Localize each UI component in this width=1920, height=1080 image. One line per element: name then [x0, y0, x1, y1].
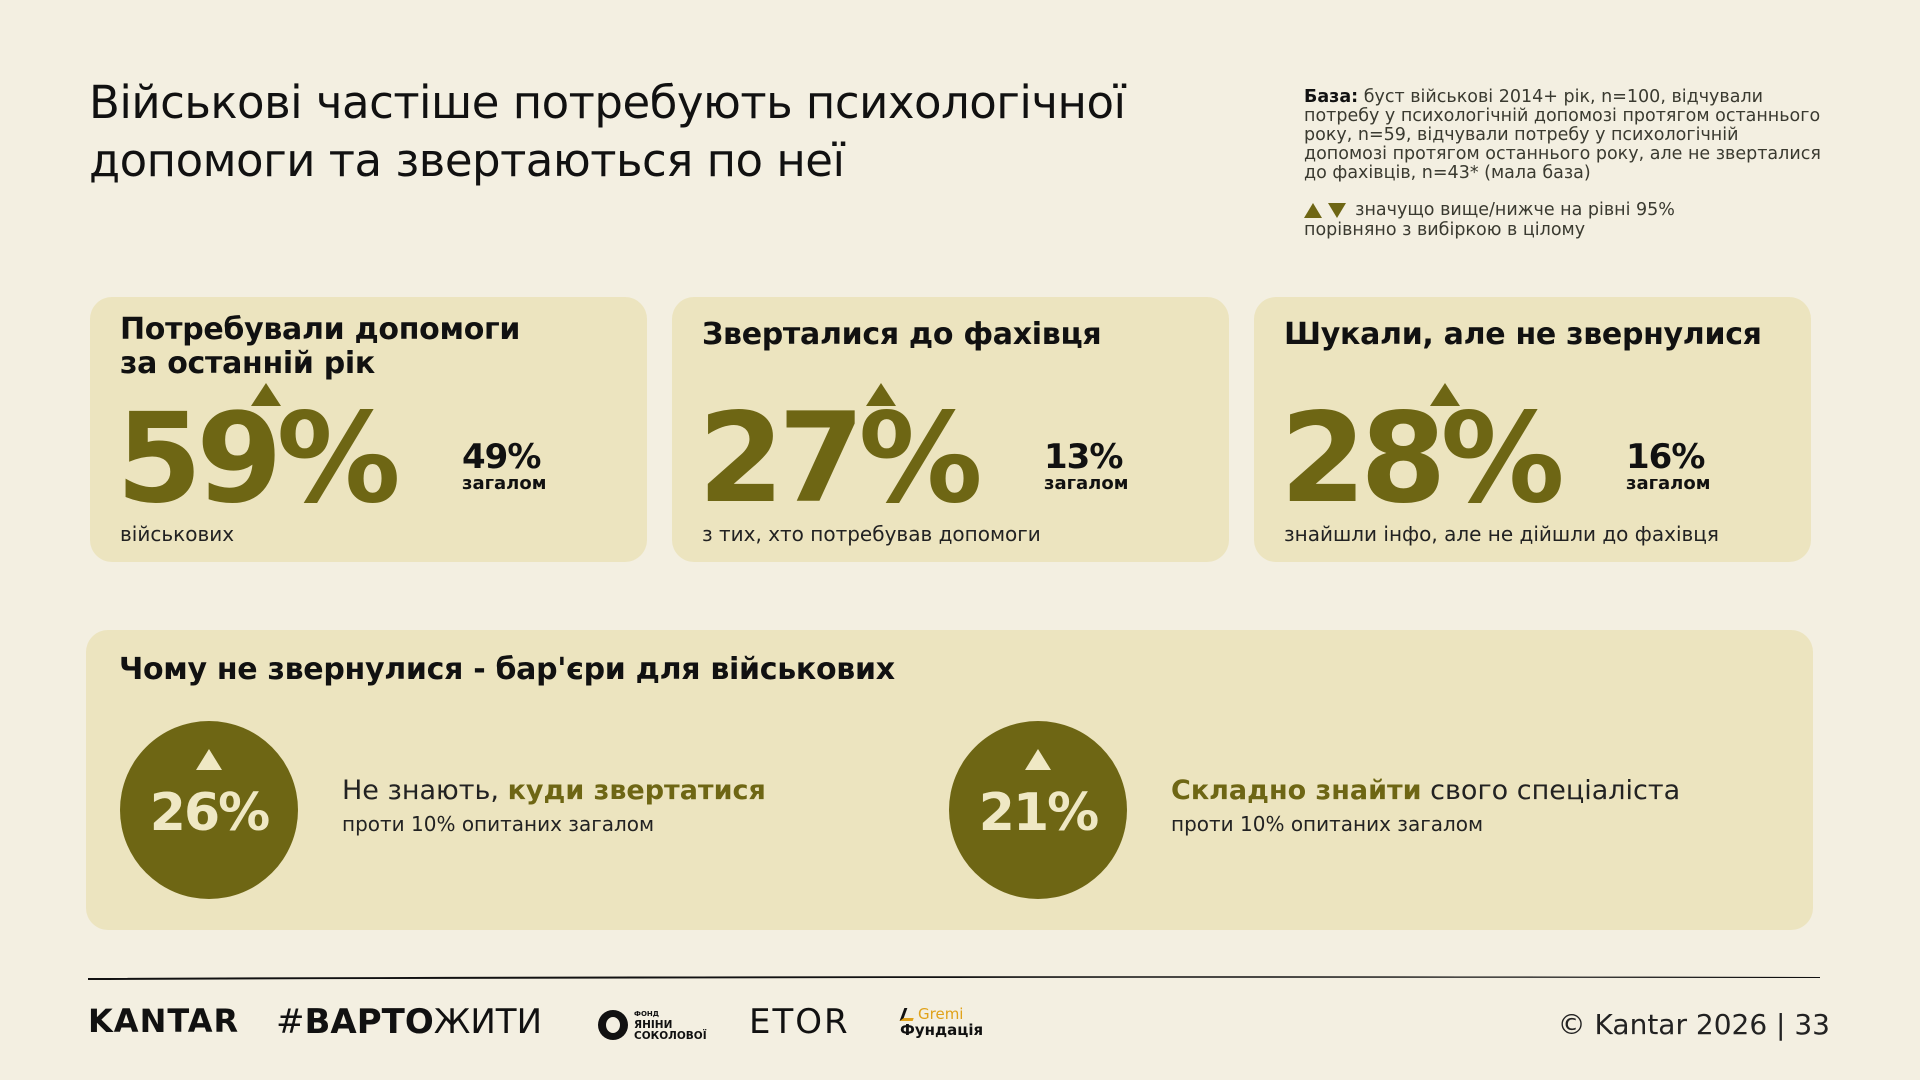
barriers-panel: Чому не звернулися - бар'єри для військо… — [86, 630, 1813, 930]
legend-text: значущо вище/нижче на рівні 95% порівнян… — [1304, 200, 1675, 240]
barrier-circle: 21% — [949, 721, 1127, 899]
base-text: буст військові 2014+ рік, n=100, відчува… — [1304, 87, 1821, 183]
base-label: База: — [1304, 87, 1359, 107]
significance-legend: значущо вище/нижче на рівні 95% порівнян… — [1304, 200, 1724, 240]
card-subtitle: з тих, хто потребував допомоги — [702, 522, 1041, 546]
footer-divider — [88, 976, 1820, 980]
triangle-up-icon — [1304, 202, 1322, 218]
barrier-value: 26% — [149, 783, 270, 843]
card-title: Шукали, але не звернулися — [1284, 317, 1762, 352]
fond-line2: СОКОЛОВОЇ — [634, 1030, 707, 1042]
stat-value: 27% — [698, 387, 983, 531]
barrier-text-after: свого спеціаліста — [1421, 775, 1681, 806]
compare-label: загалом — [1044, 473, 1129, 494]
compare-label: загалом — [462, 473, 547, 494]
fond-mark-icon — [598, 1010, 628, 1040]
barrier-highlight: Складно знайти — [1171, 775, 1422, 806]
card-subtitle: знайшли інфо, але не дійшли до фахівця — [1284, 522, 1719, 546]
compare-value: 16% — [1626, 437, 1705, 477]
significance-up-icon — [1025, 749, 1051, 770]
varto-bold: ВАРТО — [304, 1002, 434, 1042]
card-subtitle: військових — [120, 522, 235, 546]
stat-value: 28% — [1280, 387, 1565, 531]
compare-value: 49% — [462, 437, 541, 477]
barrier-text-before: Не знають, — [342, 775, 508, 806]
barriers-title: Чому не звернулися - бар'єри для військо… — [119, 652, 895, 687]
kantar-logo: KANTAR — [88, 1002, 240, 1040]
varto-rest: ЖИТИ — [433, 1002, 543, 1042]
barrier-circle: 26% — [120, 721, 298, 899]
barrier-highlight: куди звертатися — [507, 775, 766, 806]
significance-up-icon — [1430, 383, 1460, 406]
page-title: Військові частіше потребують психологічн… — [89, 76, 1126, 187]
varto-zhyty-logo: #ВАРТОЖИТИ — [276, 1002, 542, 1042]
card-title: Потребували допомоги за останній рік — [120, 312, 521, 381]
fond-line1: ЯНІНИ — [634, 1019, 673, 1031]
barrier-value: 21% — [978, 783, 1099, 843]
stat-card-contacted-specialist: Зверталися до фахівця 27% 13% загалом з … — [672, 297, 1229, 562]
barrier-sub: проти 10% опитаних загалом — [342, 812, 655, 836]
stat-value: 59% — [116, 387, 401, 531]
card-title: Зверталися до фахівця — [702, 317, 1102, 352]
compare-value: 13% — [1044, 437, 1123, 477]
barrier-text: Не знають, куди звертатися — [342, 775, 766, 807]
etor-logo: ETOR — [749, 1002, 850, 1042]
copyright-page-number: © Kantar 2026 | 33 — [1557, 1008, 1830, 1041]
fond-sokolovoi-logo: ФОНД ЯНІНИ СОКОЛОВОЇ — [598, 1008, 707, 1042]
stat-card-searched-not-contacted: Шукали, але не звернулися 28% 16% загало… — [1254, 297, 1811, 562]
significance-up-icon — [866, 383, 896, 406]
significance-up-icon — [196, 749, 222, 770]
significance-up-icon — [251, 383, 281, 406]
gremi-foundation-logo: Gremi Фундація — [900, 1006, 983, 1038]
compare-label: загалом — [1626, 473, 1711, 494]
fond-small: ФОНД — [634, 1010, 659, 1018]
gremi-top: Gremi — [900, 1005, 963, 1023]
stat-card-needed-help: Потребували допомоги за останній рік 59%… — [90, 297, 647, 562]
barrier-text: Складно знайти свого спеціаліста — [1171, 775, 1680, 807]
barrier-sub: проти 10% опитаних загалом — [1171, 812, 1484, 836]
triangle-down-icon — [1327, 202, 1346, 218]
gremi-bottom: Фундація — [900, 1021, 984, 1039]
varto-hash: # — [276, 1002, 305, 1042]
base-note: База: буст військові 2014+ рік, n=100, в… — [1304, 88, 1824, 183]
